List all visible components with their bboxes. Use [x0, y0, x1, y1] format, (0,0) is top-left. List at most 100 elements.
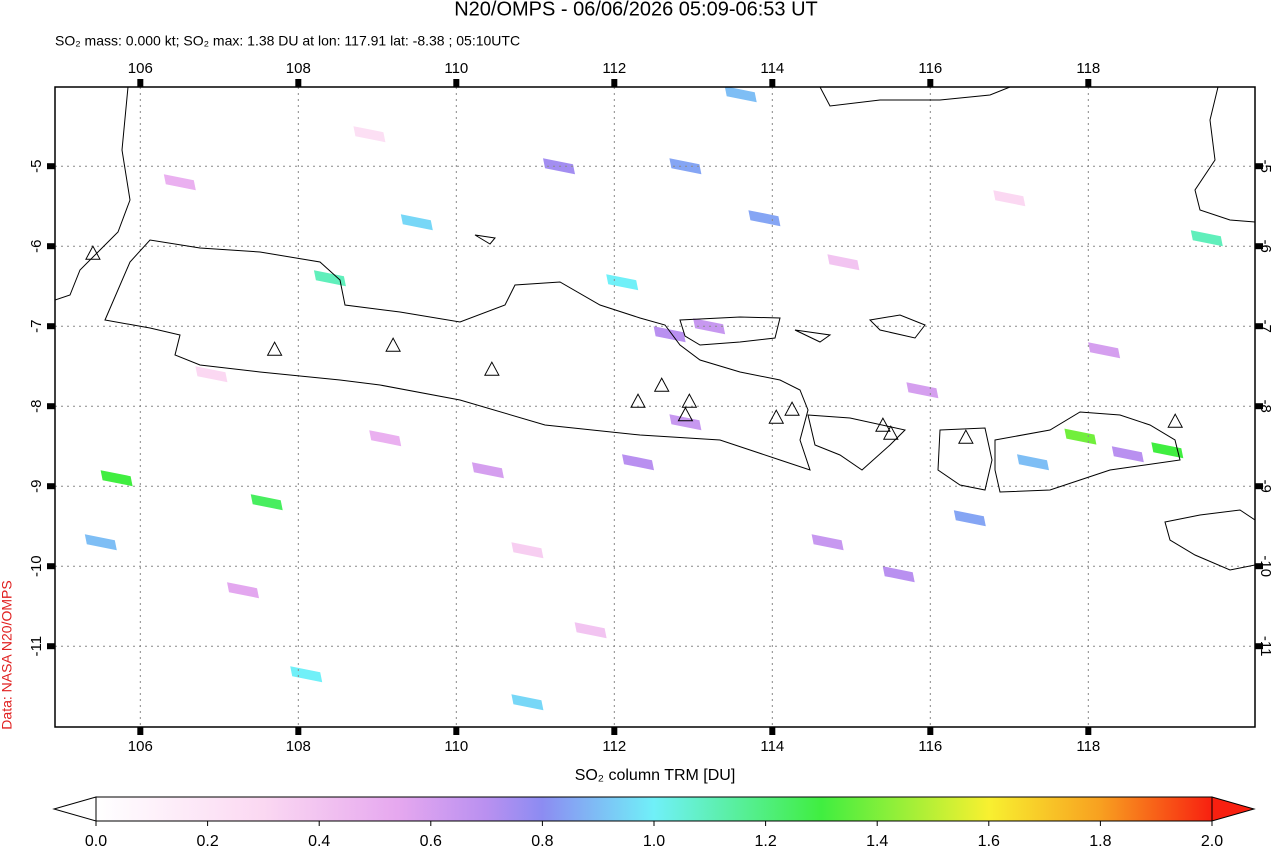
y-tick-label: -7 [28, 320, 45, 333]
colorbar-tick-label: 0.2 [196, 833, 218, 850]
so2-pixel [622, 454, 655, 471]
x-tick-label: 114 [760, 60, 784, 77]
axes: 106 106 108 108 110 110 112 112 114 114 116 116 118 1… [28, 60, 1272, 850]
y-tick-label: -6 [28, 240, 45, 253]
coast-borneo [819, 87, 1011, 107]
so2-pixel [163, 174, 196, 191]
volcano-marker [768, 409, 785, 424]
so2-pixel [1151, 442, 1184, 459]
volcano-marker [882, 425, 899, 440]
so2-pixel [511, 542, 544, 559]
coast-sumbawa [994, 411, 1181, 493]
coastlines [55, 87, 1255, 571]
so2-pixel [400, 214, 433, 231]
so2-pixel [195, 366, 228, 383]
x-tick-label: 116 [918, 738, 942, 755]
x-tick-label: 108 [286, 60, 311, 77]
pixel-layer [84, 87, 1223, 711]
so2-pixel [227, 582, 260, 599]
x-tick-label: 116 [918, 60, 942, 77]
y-tick-label: -5 [1257, 160, 1272, 173]
so2-pixel [953, 510, 986, 527]
so2-pixel [724, 87, 757, 103]
so2-pixel [369, 430, 402, 447]
x-tick-label: 110 [444, 60, 468, 77]
coast-islands [474, 234, 926, 343]
volcano-marker [630, 393, 646, 408]
so2-pixel [574, 622, 607, 639]
x-tick-label: 108 [286, 738, 311, 755]
so2-pixel [84, 534, 117, 551]
x-tick-label: 112 [602, 738, 626, 755]
colorbar-label: SO₂ column TRM [DU] [575, 767, 736, 784]
so2-pixel [1190, 230, 1223, 247]
volcano-marker [681, 393, 698, 408]
chart-title: N20/OMPS - 06/06/2026 05:09-06:53 UT [454, 0, 818, 20]
volcano-marker [875, 417, 891, 432]
colorbar-tick-label: 0.6 [420, 833, 442, 850]
so2-pixel [1111, 446, 1144, 463]
volcano-marker [958, 429, 974, 444]
so2-pixel [606, 274, 639, 291]
y-tick-label: -9 [1257, 480, 1272, 493]
volcano-marker [653, 377, 670, 392]
y-tick-label: -8 [28, 400, 45, 413]
so2-pixel [1064, 428, 1097, 445]
so2-pixel [993, 190, 1026, 207]
x-tick-label: 118 [1076, 738, 1100, 755]
so2-pixel [250, 494, 283, 511]
colorbar-tick-label: 2.0 [1201, 833, 1223, 850]
so2-pixel [882, 566, 915, 583]
so2-pixel [353, 126, 386, 143]
volcano-marker [1167, 413, 1184, 428]
x-tick-label: 118 [1076, 60, 1100, 77]
colorbar-tick-label: 1.2 [754, 833, 776, 850]
colorbar [95, 796, 1213, 822]
volcano-marker [385, 337, 401, 352]
so2-pixel [1017, 454, 1050, 471]
x-tick-label: 110 [444, 738, 468, 755]
source-label: Data: NASA N20/OMPS [0, 580, 15, 729]
x-tick-label: 106 [128, 60, 153, 77]
coast-madura [679, 316, 781, 346]
so2-pixel [669, 414, 702, 431]
so2-pixel [511, 694, 544, 711]
y-tick-label: -8 [1257, 400, 1272, 413]
volcano-marker [85, 245, 101, 260]
y-tick-label: -11 [28, 636, 45, 657]
so2-pixel [313, 270, 346, 287]
colorbar-tick-label: 1.0 [643, 833, 665, 850]
colorbar-tick-label: 0.0 [85, 833, 107, 850]
so2-pixel [748, 210, 781, 227]
volcano-marker [677, 406, 694, 422]
plot-background [55, 87, 1255, 727]
colorbar-tick-label: 0.8 [531, 833, 553, 850]
colorbar-under [52, 796, 97, 822]
colorbar-tick-label: 0.4 [308, 833, 330, 850]
so2-pixel [827, 254, 860, 271]
so2-pixel [1088, 342, 1121, 359]
colorbar-tick-label: 1.8 [1089, 833, 1111, 850]
y-tick-label: -10 [1257, 555, 1272, 577]
y-tick-label: -10 [28, 555, 45, 577]
volcano-marker [484, 361, 500, 376]
coast-sumba [1164, 509, 1255, 571]
map-layers [55, 87, 1255, 727]
x-tick-label: 114 [760, 738, 784, 755]
colorbar-tick-label: 1.6 [978, 833, 1000, 850]
so2-pixel [653, 326, 686, 343]
volcano-marker [266, 341, 283, 356]
coast-lombok [937, 427, 993, 491]
y-tick-label: -6 [1257, 240, 1272, 253]
y-tick-label: -5 [28, 160, 45, 173]
colorbar-tick-label: 1.4 [866, 833, 888, 850]
volcano-marker [784, 401, 800, 416]
so2-pixel [100, 470, 133, 487]
volcano-layer [85, 245, 1184, 444]
coast-sumatra [55, 87, 131, 301]
coast-java [104, 239, 811, 471]
colorbar-over [1211, 796, 1256, 822]
x-tick-label: 106 [128, 738, 153, 755]
grid-layer [55, 87, 1255, 727]
